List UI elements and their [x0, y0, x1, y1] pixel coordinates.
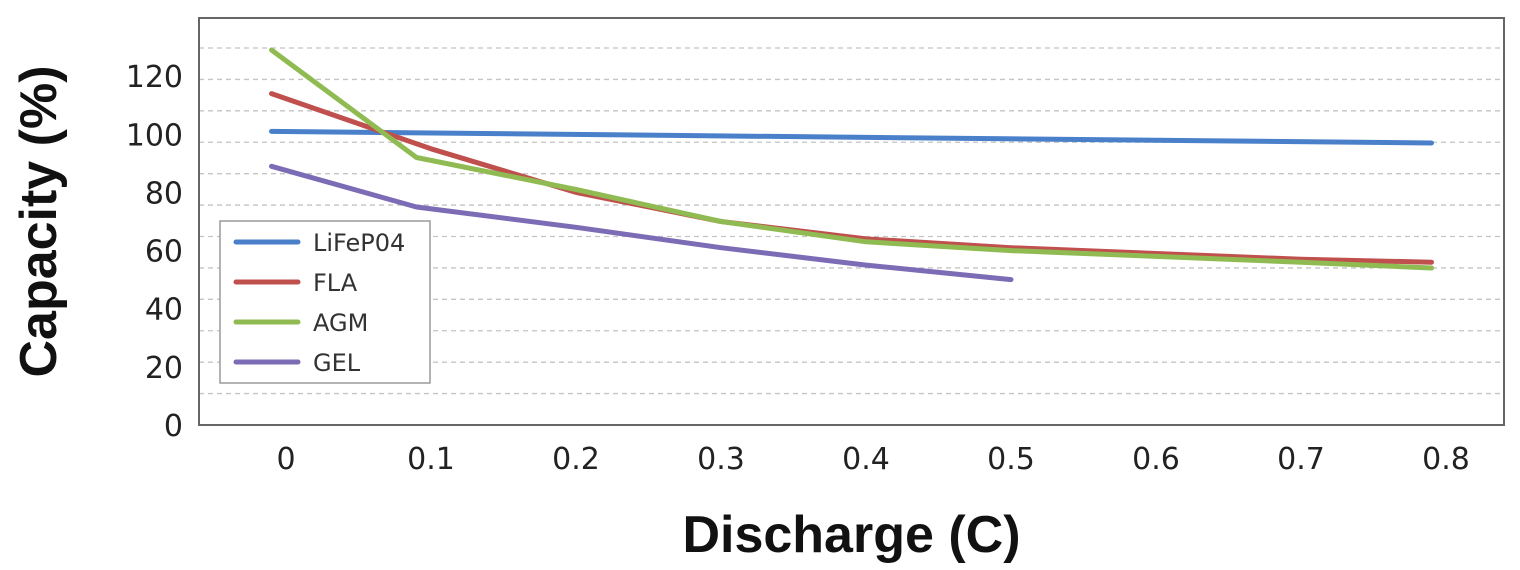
y-tick-label: 120 — [126, 60, 183, 95]
series-line-fla — [269, 91, 1434, 265]
y-tick-label: 40 — [145, 293, 183, 328]
x-tick-labels: 0 0.1 0.2 0.3 0.4 0.5 0.6 0.7 0.8 — [276, 442, 1469, 477]
x-axis-title: Discharge (C) — [682, 506, 1020, 564]
series-line-gel — [269, 163, 1014, 283]
legend-label: FLA — [313, 269, 358, 297]
y-tick-label: 60 — [145, 235, 183, 270]
y-axis-title: Capacity (%) — [10, 65, 68, 377]
x-tick-label: 0.1 — [407, 442, 455, 477]
x-tick-label: 0.2 — [552, 442, 600, 477]
x-tick-label: 0.7 — [1277, 442, 1325, 477]
x-tick-label: 0.5 — [987, 442, 1035, 477]
y-tick-label: 0 — [164, 409, 183, 444]
series-lines — [269, 47, 1434, 283]
y-tick-label: 20 — [145, 351, 183, 386]
x-tick-label: 0.3 — [697, 442, 745, 477]
y-tick-label: 80 — [145, 176, 183, 211]
x-tick-label: 0 — [276, 442, 295, 477]
x-tick-label: 0.6 — [1132, 442, 1180, 477]
series-line-agm — [269, 47, 1434, 271]
x-tick-label: 0.4 — [842, 442, 890, 477]
legend-label: GEL — [313, 349, 361, 377]
y-tick-labels: 0 20 40 60 80 100 120 — [126, 60, 183, 444]
legend-label: AGM — [313, 309, 368, 337]
plot-frame — [198, 17, 1505, 426]
y-tick-label: 100 — [126, 118, 183, 153]
x-tick-label: 0.8 — [1422, 442, 1470, 477]
legend: LiFeP04 FLA AGM GEL — [219, 220, 431, 384]
legend-label: LiFeP04 — [313, 229, 405, 257]
series-line-lifep04 — [269, 128, 1434, 146]
legend-box — [219, 220, 431, 384]
